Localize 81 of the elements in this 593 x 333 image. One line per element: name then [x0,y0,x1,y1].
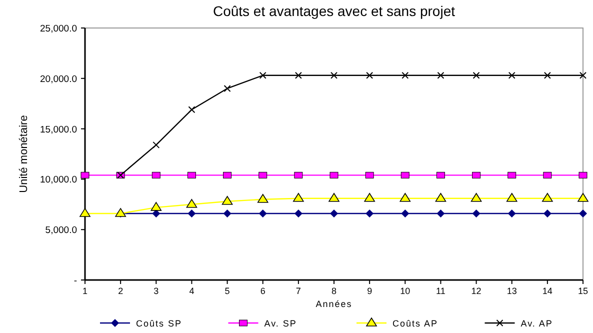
point [223,209,232,218]
y-axis-title: Unité monétaire [18,115,30,193]
x-axis-title: Années [316,299,352,309]
legend-label: Av. SP [264,318,297,328]
point [400,172,410,178]
point [330,172,338,178]
point [472,172,481,178]
point [578,172,588,178]
point [328,192,340,202]
x-tick-label: 11 [436,286,446,296]
x-tick-label: 9 [367,286,372,296]
point [258,209,267,218]
x-tick-label: 12 [471,286,482,296]
point [366,72,374,79]
point [366,209,374,218]
legend-label: Coûts AP [392,318,438,328]
point [365,172,374,178]
y-tick-label: 15,000.0 [40,124,77,136]
point [401,209,410,218]
point [436,172,445,178]
point [542,192,553,202]
x-tick-label: 13 [506,286,517,296]
point [294,172,303,178]
point [508,172,516,178]
point [402,72,409,79]
x-tick-label: 8 [331,286,337,296]
point [186,199,198,208]
point [150,202,162,211]
x-tick-label: 2 [118,286,124,296]
point [188,106,196,114]
point [580,72,586,79]
x-tick-label: 10 [400,286,410,296]
point [472,209,480,218]
x-tick-label: 3 [154,286,159,296]
x-tick-label: 4 [189,286,194,296]
y-tick-label: 10,000.0 [40,174,77,186]
point [330,72,338,79]
point [506,192,518,202]
x-tick-label: 1 [82,286,88,296]
point [187,172,196,178]
point [80,208,90,217]
point [400,192,411,202]
point [578,192,588,202]
x-tick-label: 15 [578,286,588,296]
y-tick-label: 5,000.0 [45,225,77,236]
point [223,172,232,178]
point [259,72,266,79]
point [435,192,446,202]
point [152,172,160,178]
point [508,209,516,218]
point [294,72,302,79]
point [224,84,231,92]
point [258,172,268,178]
point [436,209,445,218]
point [188,209,196,218]
point [470,192,482,202]
x-tick-label: 14 [542,286,552,296]
legend-label: Coûts SP [136,318,182,328]
point [579,209,587,218]
point [544,72,551,79]
point [364,192,375,202]
x-tick-label: 5 [224,286,230,296]
point [293,192,304,202]
point [222,196,233,205]
point [257,194,268,203]
chart-title: Coûts et avantages avec et sans projet [212,3,456,19]
point [80,172,90,178]
point [294,209,302,218]
x-tick-label: 6 [260,286,266,296]
y-tick-label: 20,000.0 [40,74,77,85]
legend-label: Av. AP [520,318,553,328]
y-tick-label: 25,000.0 [40,24,77,34]
point [437,72,444,79]
y-tick-label: - [74,276,77,286]
point [543,209,552,218]
point [330,209,338,218]
point [543,172,552,178]
point [472,72,480,79]
point [152,141,160,148]
point [508,72,516,79]
x-tick-label: 7 [296,286,301,296]
